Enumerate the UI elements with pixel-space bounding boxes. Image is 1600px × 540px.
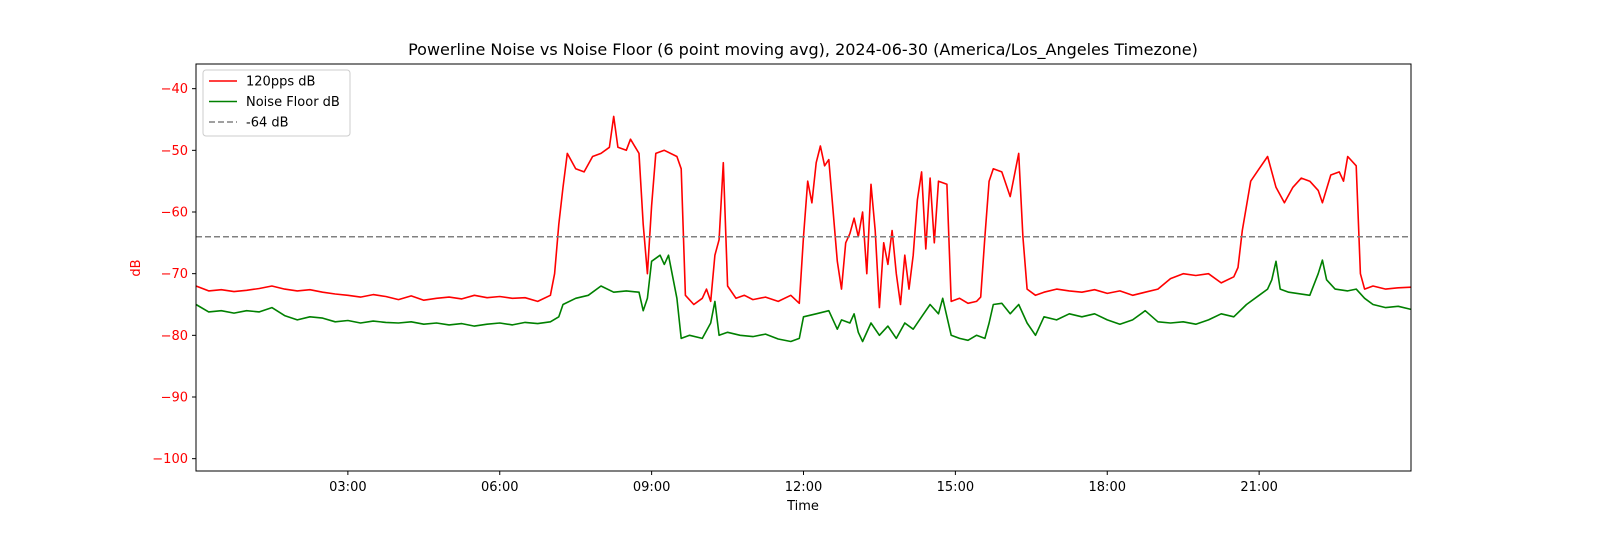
x-tick-label: 21:00 — [1240, 480, 1277, 495]
legend-label-0: 120pps dB — [246, 75, 315, 90]
x-tick-label: 18:00 — [1089, 480, 1126, 495]
y-axis: −40 −50 −60 −70 −80 −90 −100 — [152, 82, 196, 467]
legend-box — [202, 69, 351, 137]
y-tick-label: −90 — [161, 391, 188, 406]
chart-title: Powerline Noise vs Noise Floor (6 point … — [408, 40, 1198, 60]
x-tick-label: 15:00 — [937, 480, 974, 495]
y-tick-label: −80 — [161, 329, 188, 344]
series-line-0 — [195, 115, 1412, 309]
y-tick-label: −60 — [161, 206, 188, 221]
y-tick-label: −70 — [161, 267, 188, 282]
x-tick-label: 12:00 — [785, 480, 822, 495]
x-axis: 03:00 06:00 09:00 12:00 15:00 18:00 21:00 — [329, 471, 1278, 495]
y-tick-label: −40 — [161, 82, 188, 97]
x-tick-label: 06:00 — [481, 480, 518, 495]
series-layer — [195, 115, 1412, 343]
plot-area — [195, 63, 1412, 472]
x-tick-label: 09:00 — [633, 480, 670, 495]
y-axis-title: dB — [129, 259, 144, 276]
y-tick-label: −100 — [152, 452, 188, 467]
series-line-1 — [195, 254, 1412, 343]
x-tick-label: 03:00 — [329, 480, 366, 495]
legend-label-1: Noise Floor dB — [246, 95, 340, 110]
y-tick-label: −50 — [161, 144, 188, 159]
legend: 120pps dB Noise Floor dB -64 dB — [202, 69, 351, 137]
legend-label-2: -64 dB — [246, 116, 289, 131]
plot-frame — [195, 63, 1412, 472]
x-axis-title: Time — [786, 499, 819, 514]
